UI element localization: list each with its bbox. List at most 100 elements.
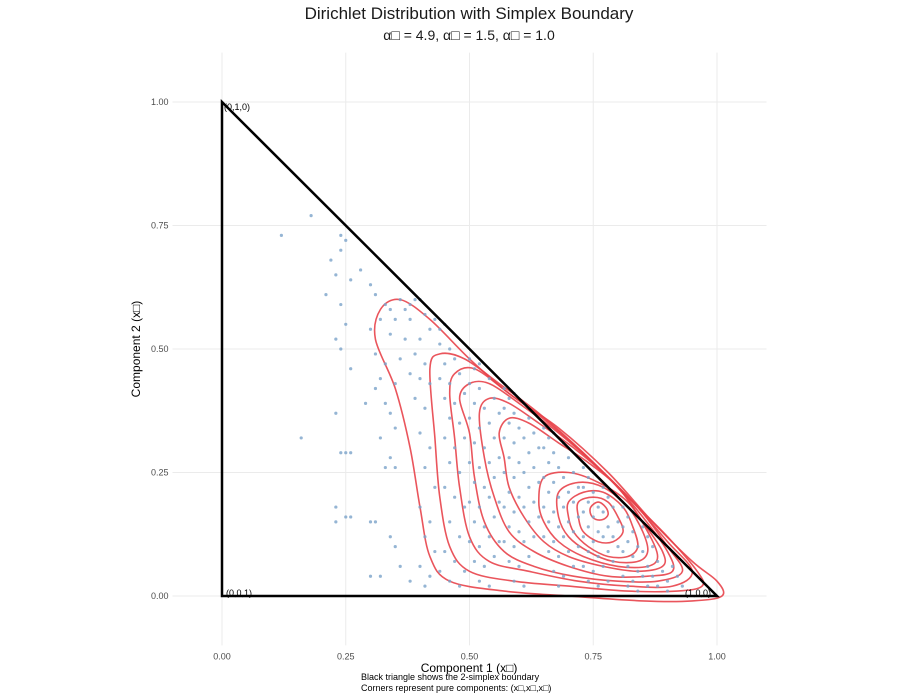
contour-line-0 [373,298,725,603]
x-tick-labels: 0.00 0.25 0.50 0.75 1.00 [213,651,726,661]
sample-point-125 [497,411,501,415]
sample-point-194 [542,426,546,430]
sample-point-173 [507,490,511,494]
contour-line-4 [478,397,675,578]
sample-point-281 [631,579,635,583]
sample-point-168 [537,446,541,450]
sample-point-171 [522,470,526,475]
sample-point-254 [606,549,610,554]
sample-point-30 [368,327,373,331]
sample-point-259 [611,559,615,564]
sample-point-165 [507,456,511,460]
sample-point-43 [388,456,392,460]
x-tick-label-4: 1.00 [708,651,726,661]
sample-point-106 [458,535,462,539]
corner-labels: (1,0,0) (0,1,0) (0,0,1) [224,102,711,598]
sample-point-49 [393,545,397,549]
sample-point-112 [438,569,442,573]
sample-point-94 [462,391,467,396]
sample-point-1 [279,233,283,237]
sample-point-220 [552,540,556,544]
contour-line-1 [429,352,705,593]
sample-point-177 [502,505,506,509]
sample-point-63 [413,352,417,356]
y-tick-label-4: 1.00 [151,97,169,107]
sample-point-115 [477,362,481,366]
sample-point-275 [651,545,655,549]
sample-point-240 [581,510,585,514]
sample-point-208 [557,495,561,499]
sample-point-257 [591,569,595,573]
sample-point-150 [477,579,481,583]
contour-line-9 [576,496,624,544]
sample-point-135 [492,475,496,480]
sample-point-228 [561,574,566,578]
sample-point-214 [571,500,576,504]
contour-line-10 [589,501,609,521]
sample-point-59 [423,312,427,317]
sample-point-107 [443,549,447,554]
sample-point-280 [621,574,625,578]
sample-point-197 [542,446,546,450]
sample-point-100 [448,461,452,465]
sample-point-39 [363,401,368,405]
sample-point-97 [443,436,447,440]
sample-point-272 [621,549,625,554]
sample-point-153 [507,396,511,400]
sample-point-24 [368,283,373,287]
sample-point-176 [537,480,541,484]
sample-point-189 [507,559,511,564]
sample-point-210 [576,485,581,489]
sample-point-139 [497,500,501,504]
sample-point-249 [591,540,595,544]
sample-point-201 [557,465,561,470]
sample-point-181 [507,525,511,529]
sample-point-292 [665,589,670,593]
sample-point-104 [462,505,467,509]
sample-point-41 [393,426,397,430]
sample-point-268 [641,525,645,529]
sample-point-226 [576,545,581,549]
sample-point-55 [408,302,412,307]
sample-point-202 [566,456,571,460]
sample-point-217 [566,520,571,524]
sample-point-9 [324,293,328,297]
sample-point-178 [512,510,516,514]
sample-point-33 [383,362,387,366]
sample-point-231 [581,465,585,470]
sample-point-273 [631,554,635,559]
sample-point-266 [621,525,625,529]
sample-point-56 [413,298,417,302]
sample-point-36 [373,386,378,391]
sample-points [279,214,684,593]
sample-point-195 [547,436,551,440]
sample-point-123 [477,426,481,430]
sample-point-88 [453,357,457,361]
sample-point-130 [477,465,481,470]
sample-point-191 [527,554,531,559]
sample-point-26 [383,302,387,307]
sample-point-180 [532,500,536,504]
sample-point-241 [591,515,595,519]
sample-point-101 [458,470,462,475]
x-tick-label-0: 0.00 [213,651,231,661]
sample-point-79 [428,574,432,578]
sample-point-255 [616,545,620,549]
sample-point-185 [502,540,506,544]
sample-point-80 [408,579,412,583]
sample-point-134 [482,485,486,489]
sample-point-276 [626,564,630,568]
sample-point-207 [547,490,551,494]
sample-point-19 [349,451,353,455]
sample-point-131 [487,461,491,465]
sample-point-78 [418,564,422,568]
sample-point-244 [586,525,590,529]
sample-point-16 [299,436,303,440]
sample-point-138 [487,495,491,499]
sample-point-184 [537,515,541,519]
sample-point-175 [527,485,531,489]
sample-point-213 [561,505,566,509]
sample-point-267 [631,530,635,534]
sample-point-69 [423,406,427,410]
sample-point-65 [408,372,412,376]
